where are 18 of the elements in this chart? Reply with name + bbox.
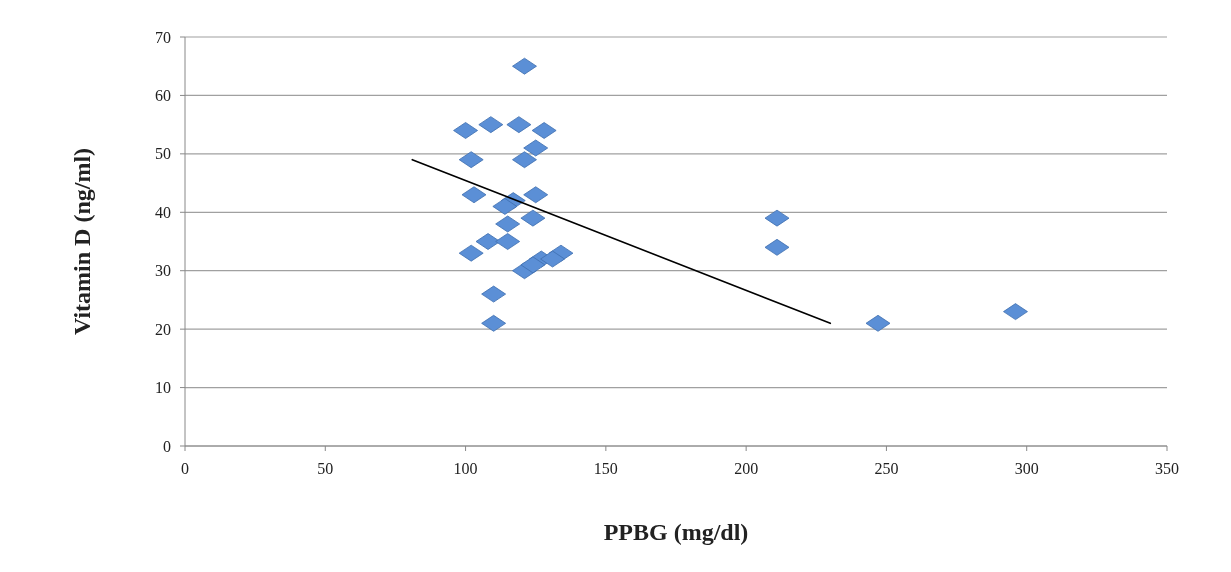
y-tick-label: 20 bbox=[155, 320, 171, 338]
y-tick-label: 30 bbox=[155, 262, 171, 280]
x-tick-label: 300 bbox=[1014, 460, 1039, 477]
x-tick-label: 50 bbox=[317, 460, 334, 477]
x-tick-label: 250 bbox=[874, 460, 899, 477]
y-tick-label: 50 bbox=[155, 145, 171, 163]
x-tick-label: 200 bbox=[734, 460, 759, 477]
y-tick-label: 10 bbox=[155, 379, 171, 397]
x-tick-label: 350 bbox=[1155, 460, 1179, 477]
y-tick-label: 70 bbox=[155, 28, 171, 46]
x-tick-label: 150 bbox=[593, 460, 618, 477]
x-tick-label: 0 bbox=[181, 460, 189, 477]
x-tick-label: 100 bbox=[453, 460, 478, 477]
y-tick-label: 60 bbox=[155, 87, 171, 105]
y-axis-title: Vitamin D (ng/ml) bbox=[69, 147, 95, 336]
y-tick-label: 0 bbox=[163, 437, 171, 455]
x-axis-title: PPBG (mg/dl) bbox=[603, 519, 749, 545]
y-tick-label: 40 bbox=[155, 203, 171, 221]
